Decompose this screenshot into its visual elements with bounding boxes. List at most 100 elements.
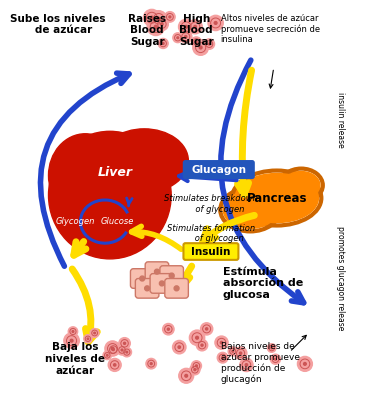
Text: Pancreas: Pancreas (246, 192, 307, 204)
Circle shape (201, 323, 213, 335)
FancyBboxPatch shape (160, 266, 183, 285)
FancyBboxPatch shape (183, 243, 238, 260)
FancyBboxPatch shape (135, 278, 159, 298)
Text: Glucagon: Glucagon (191, 164, 246, 174)
Circle shape (119, 338, 130, 349)
Circle shape (199, 46, 202, 49)
Circle shape (72, 331, 74, 332)
Text: insulin release: insulin release (336, 92, 345, 147)
Circle shape (274, 358, 276, 360)
Circle shape (222, 357, 224, 359)
FancyBboxPatch shape (183, 161, 254, 178)
Circle shape (160, 281, 164, 286)
Circle shape (177, 37, 179, 39)
Circle shape (217, 352, 228, 363)
Circle shape (111, 347, 114, 350)
Circle shape (190, 364, 200, 375)
Circle shape (185, 26, 187, 28)
Circle shape (121, 349, 123, 351)
Circle shape (194, 26, 197, 28)
Circle shape (103, 351, 112, 360)
Circle shape (68, 327, 78, 336)
Text: Insulin: Insulin (191, 247, 231, 257)
Circle shape (174, 286, 179, 291)
Circle shape (188, 20, 202, 34)
Circle shape (208, 15, 223, 30)
Circle shape (163, 324, 174, 335)
Circle shape (145, 286, 150, 291)
Ellipse shape (61, 180, 139, 249)
Circle shape (146, 358, 156, 369)
Circle shape (140, 276, 145, 281)
Circle shape (169, 16, 171, 18)
Circle shape (179, 368, 194, 383)
Ellipse shape (238, 178, 277, 212)
Circle shape (143, 9, 160, 26)
Ellipse shape (49, 134, 122, 217)
Circle shape (239, 352, 242, 354)
Circle shape (150, 16, 153, 19)
Circle shape (195, 41, 197, 43)
Circle shape (113, 364, 116, 366)
Circle shape (184, 36, 187, 38)
Ellipse shape (283, 172, 320, 199)
Circle shape (194, 369, 196, 371)
Circle shape (108, 344, 119, 355)
Text: Bajos niveles de
azúcar promueve
producción de
glucagón: Bajos niveles de azúcar promueve producc… (221, 342, 300, 384)
Circle shape (162, 42, 164, 44)
FancyBboxPatch shape (165, 278, 188, 298)
Circle shape (270, 354, 280, 364)
Text: Glycogen: Glycogen (56, 217, 95, 226)
Circle shape (167, 328, 169, 330)
Text: Glucose: Glucose (101, 217, 134, 226)
Circle shape (234, 347, 247, 360)
Circle shape (147, 18, 165, 36)
Circle shape (215, 336, 228, 349)
Circle shape (232, 350, 234, 352)
Circle shape (108, 358, 121, 371)
Circle shape (245, 364, 248, 366)
Circle shape (117, 345, 127, 355)
Text: Stimulates breakdown
       of glycogen: Stimulates breakdown of glycogen (164, 194, 258, 214)
Text: Estímula
absorción de
glucosa: Estímula absorción de glucosa (223, 267, 303, 300)
Circle shape (196, 340, 208, 351)
Circle shape (180, 30, 192, 43)
Circle shape (122, 347, 131, 357)
Circle shape (126, 351, 128, 353)
FancyBboxPatch shape (150, 274, 173, 293)
Text: High
Blood
Sugar: High Blood Sugar (179, 14, 213, 47)
Text: Stimulates formation
      of glycogen: Stimulates formation of glycogen (167, 224, 255, 243)
Circle shape (90, 328, 99, 338)
Circle shape (193, 40, 209, 55)
Ellipse shape (49, 131, 171, 259)
Circle shape (87, 338, 89, 340)
Text: Altos niveles de azúcar
promueve secreción de
insulina: Altos niveles de azúcar promueve secreci… (221, 14, 320, 44)
Circle shape (156, 18, 168, 30)
Circle shape (303, 362, 306, 365)
Circle shape (150, 363, 152, 364)
Circle shape (105, 341, 120, 356)
Circle shape (191, 361, 202, 371)
FancyBboxPatch shape (130, 269, 154, 288)
Circle shape (208, 43, 210, 45)
FancyBboxPatch shape (145, 262, 169, 282)
Text: promotes glucagon release: promotes glucagon release (336, 226, 345, 331)
Circle shape (185, 374, 187, 377)
Circle shape (178, 346, 180, 348)
Text: Baja los
niveles de
azúcar: Baja los niveles de azúcar (45, 342, 105, 376)
Circle shape (169, 273, 174, 278)
Circle shape (124, 342, 126, 344)
Circle shape (240, 358, 253, 372)
Circle shape (112, 348, 114, 350)
Circle shape (206, 328, 208, 330)
Circle shape (268, 344, 276, 352)
Circle shape (84, 335, 92, 343)
Circle shape (107, 354, 108, 356)
Circle shape (179, 19, 194, 34)
Circle shape (70, 339, 73, 342)
Ellipse shape (100, 129, 188, 193)
Circle shape (191, 37, 201, 47)
Circle shape (214, 22, 217, 24)
Circle shape (173, 33, 183, 43)
Circle shape (172, 340, 186, 354)
